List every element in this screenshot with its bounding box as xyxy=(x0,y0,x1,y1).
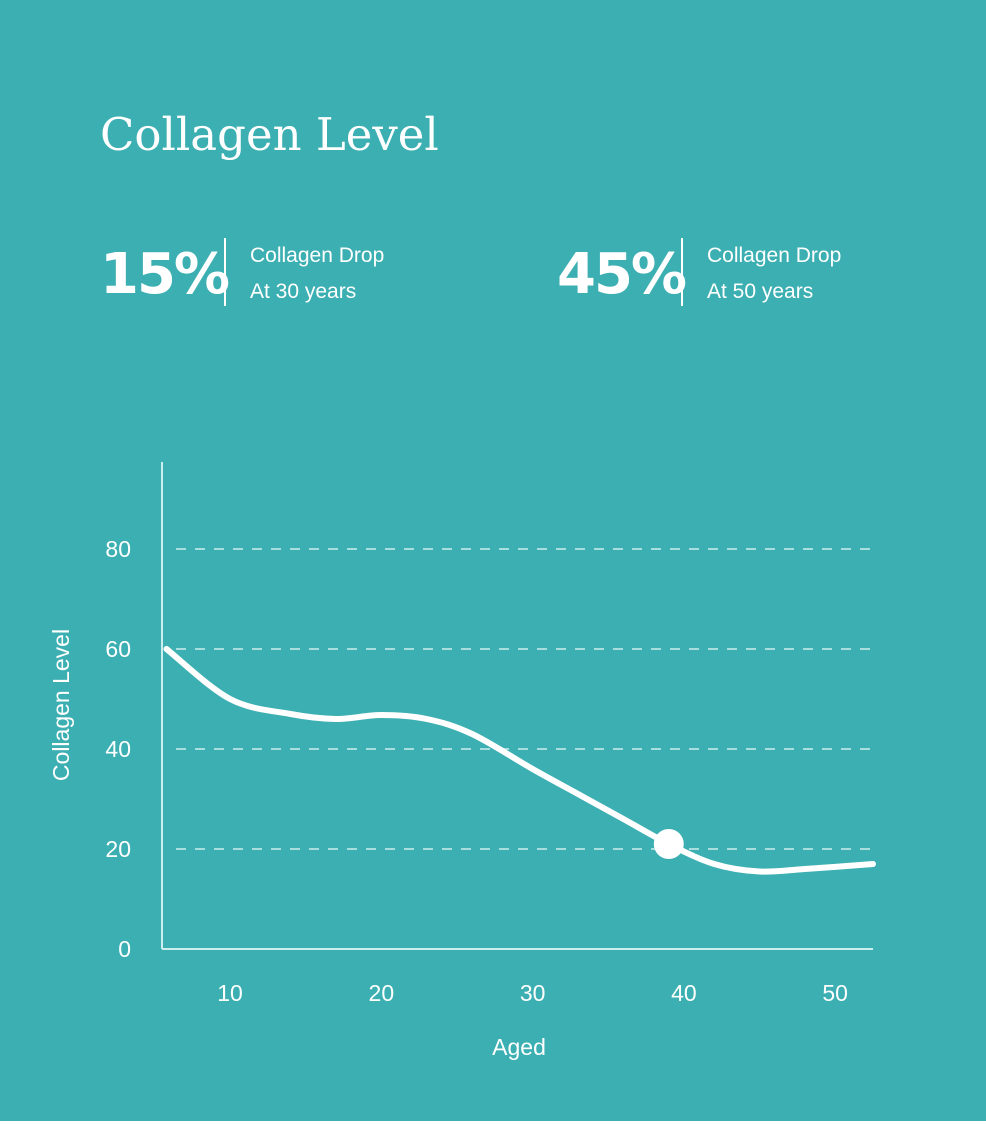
y-tick-label: 0 xyxy=(118,936,131,962)
stat-text: Collagen Drop At 30 years xyxy=(250,238,384,310)
x-tick-label: 40 xyxy=(671,980,697,1006)
data-point-marker xyxy=(653,829,684,859)
grid-lines xyxy=(176,548,873,850)
stat-label: Collagen Drop xyxy=(250,244,385,267)
stat-value: 45% xyxy=(557,242,687,307)
stat-sublabel: At 30 years xyxy=(250,280,357,303)
stat-value: 15% xyxy=(100,242,230,307)
stat-divider xyxy=(224,238,226,306)
x-tick-label: 30 xyxy=(520,980,546,1006)
y-tick-label: 20 xyxy=(105,836,131,862)
x-tick-labels: 10 20 30 40 50 xyxy=(217,980,848,1006)
y-tick-label: 40 xyxy=(105,736,131,762)
x-tick-label: 20 xyxy=(369,980,395,1006)
stat-label: Collagen Drop xyxy=(707,244,842,267)
stat-divider xyxy=(681,238,683,306)
y-tick-label: 80 xyxy=(105,536,131,562)
x-tick-label: 10 xyxy=(217,980,243,1006)
y-axis-label: Collagen Level xyxy=(48,629,74,781)
x-tick-label: 50 xyxy=(822,980,848,1006)
stat-text: Collagen Drop At 50 years xyxy=(707,238,841,310)
y-tick-label: 60 xyxy=(105,636,131,662)
page-title: Collagen Level xyxy=(100,108,439,161)
y-tick-labels: 0 20 40 60 80 xyxy=(105,536,131,962)
x-axis-label: Aged xyxy=(492,1034,546,1060)
stat-sublabel: At 50 years xyxy=(707,280,814,303)
series-line xyxy=(163,646,876,875)
